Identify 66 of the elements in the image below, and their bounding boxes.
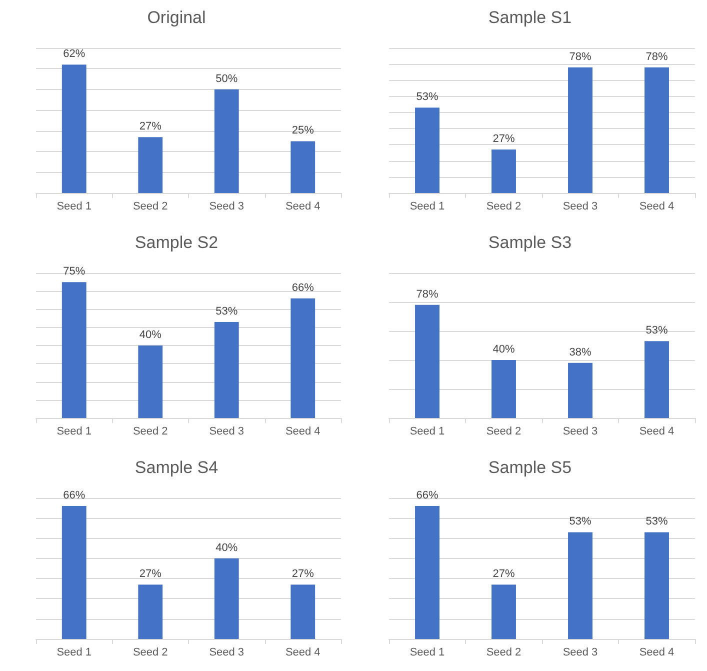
- data-label: 66%: [292, 282, 314, 294]
- data-label: 66%: [416, 490, 438, 502]
- data-label: 40%: [216, 542, 238, 554]
- data-label: 38%: [569, 346, 592, 358]
- data-label: 27%: [139, 568, 162, 580]
- data-label: 53%: [416, 91, 438, 104]
- x-tick-label: Seed 1: [410, 426, 445, 438]
- x-tick-label: Seed 2: [132, 426, 168, 438]
- chart-title: Sample S2: [134, 233, 218, 252]
- bar: [214, 322, 239, 418]
- x-tick-label: Seed 3: [209, 200, 244, 212]
- data-label: 40%: [139, 329, 162, 341]
- x-tick-label: Seed 1: [410, 200, 445, 212]
- chart-title: Original: [147, 8, 206, 27]
- data-label: 53%: [569, 516, 592, 528]
- bar: [644, 341, 669, 418]
- x-tick-label: Seed 3: [562, 646, 598, 658]
- x-tick-label: Seed 2: [486, 646, 522, 658]
- data-label: 75%: [63, 266, 86, 278]
- data-label: 53%: [216, 305, 238, 318]
- x-tick-label: Seed 4: [285, 426, 320, 438]
- x-tick-label: Seed 3: [562, 426, 598, 438]
- bar: [568, 362, 592, 418]
- bar: [138, 137, 163, 193]
- data-label: 53%: [646, 516, 668, 528]
- data-label: 78%: [416, 288, 438, 300]
- bar: [492, 360, 516, 418]
- data-label: 27%: [492, 568, 515, 580]
- x-tick-label: Seed 2: [486, 426, 522, 438]
- x-tick-label: Seed 3: [209, 426, 244, 438]
- data-label: 27%: [492, 133, 515, 145]
- x-tick-label: Seed 4: [639, 646, 674, 658]
- data-label: 62%: [63, 48, 86, 60]
- x-tick-label: Seed 2: [132, 646, 168, 658]
- x-tick-label: Seed 3: [562, 200, 598, 212]
- bar: [62, 64, 86, 193]
- data-label: 40%: [492, 344, 515, 356]
- data-label: 66%: [63, 490, 86, 502]
- x-tick-label: Seed 2: [486, 200, 522, 212]
- x-tick-label: Seed 1: [56, 646, 92, 658]
- data-label: 50%: [216, 72, 238, 85]
- data-label: 27%: [292, 568, 314, 580]
- x-tick-label: Seed 4: [285, 200, 320, 212]
- bar: [290, 141, 316, 193]
- bar: [214, 89, 239, 193]
- x-tick-label: Seed 4: [639, 426, 674, 438]
- bar: [138, 346, 163, 418]
- bar: [62, 282, 86, 418]
- x-tick-label: Seed 3: [209, 646, 244, 658]
- data-label: 78%: [569, 50, 592, 63]
- x-tick-label: Seed 2: [132, 200, 168, 212]
- x-tick-label: Seed 1: [56, 200, 92, 212]
- chart-title: Sample S4: [134, 458, 218, 477]
- x-tick-label: Seed 4: [639, 200, 674, 212]
- bar: [415, 304, 440, 418]
- x-tick-label: Seed 1: [410, 646, 445, 658]
- data-label: 78%: [646, 50, 668, 63]
- chart-title: Sample S5: [488, 458, 572, 477]
- data-label: 27%: [139, 120, 162, 133]
- chart-title: Sample S1: [488, 8, 572, 27]
- data-label: 53%: [646, 324, 668, 337]
- data-label: 25%: [292, 124, 314, 137]
- bar: [290, 298, 316, 418]
- chart-title: Sample S3: [488, 233, 572, 252]
- x-tick-label: Seed 1: [56, 426, 92, 438]
- x-tick-label: Seed 4: [285, 646, 320, 658]
